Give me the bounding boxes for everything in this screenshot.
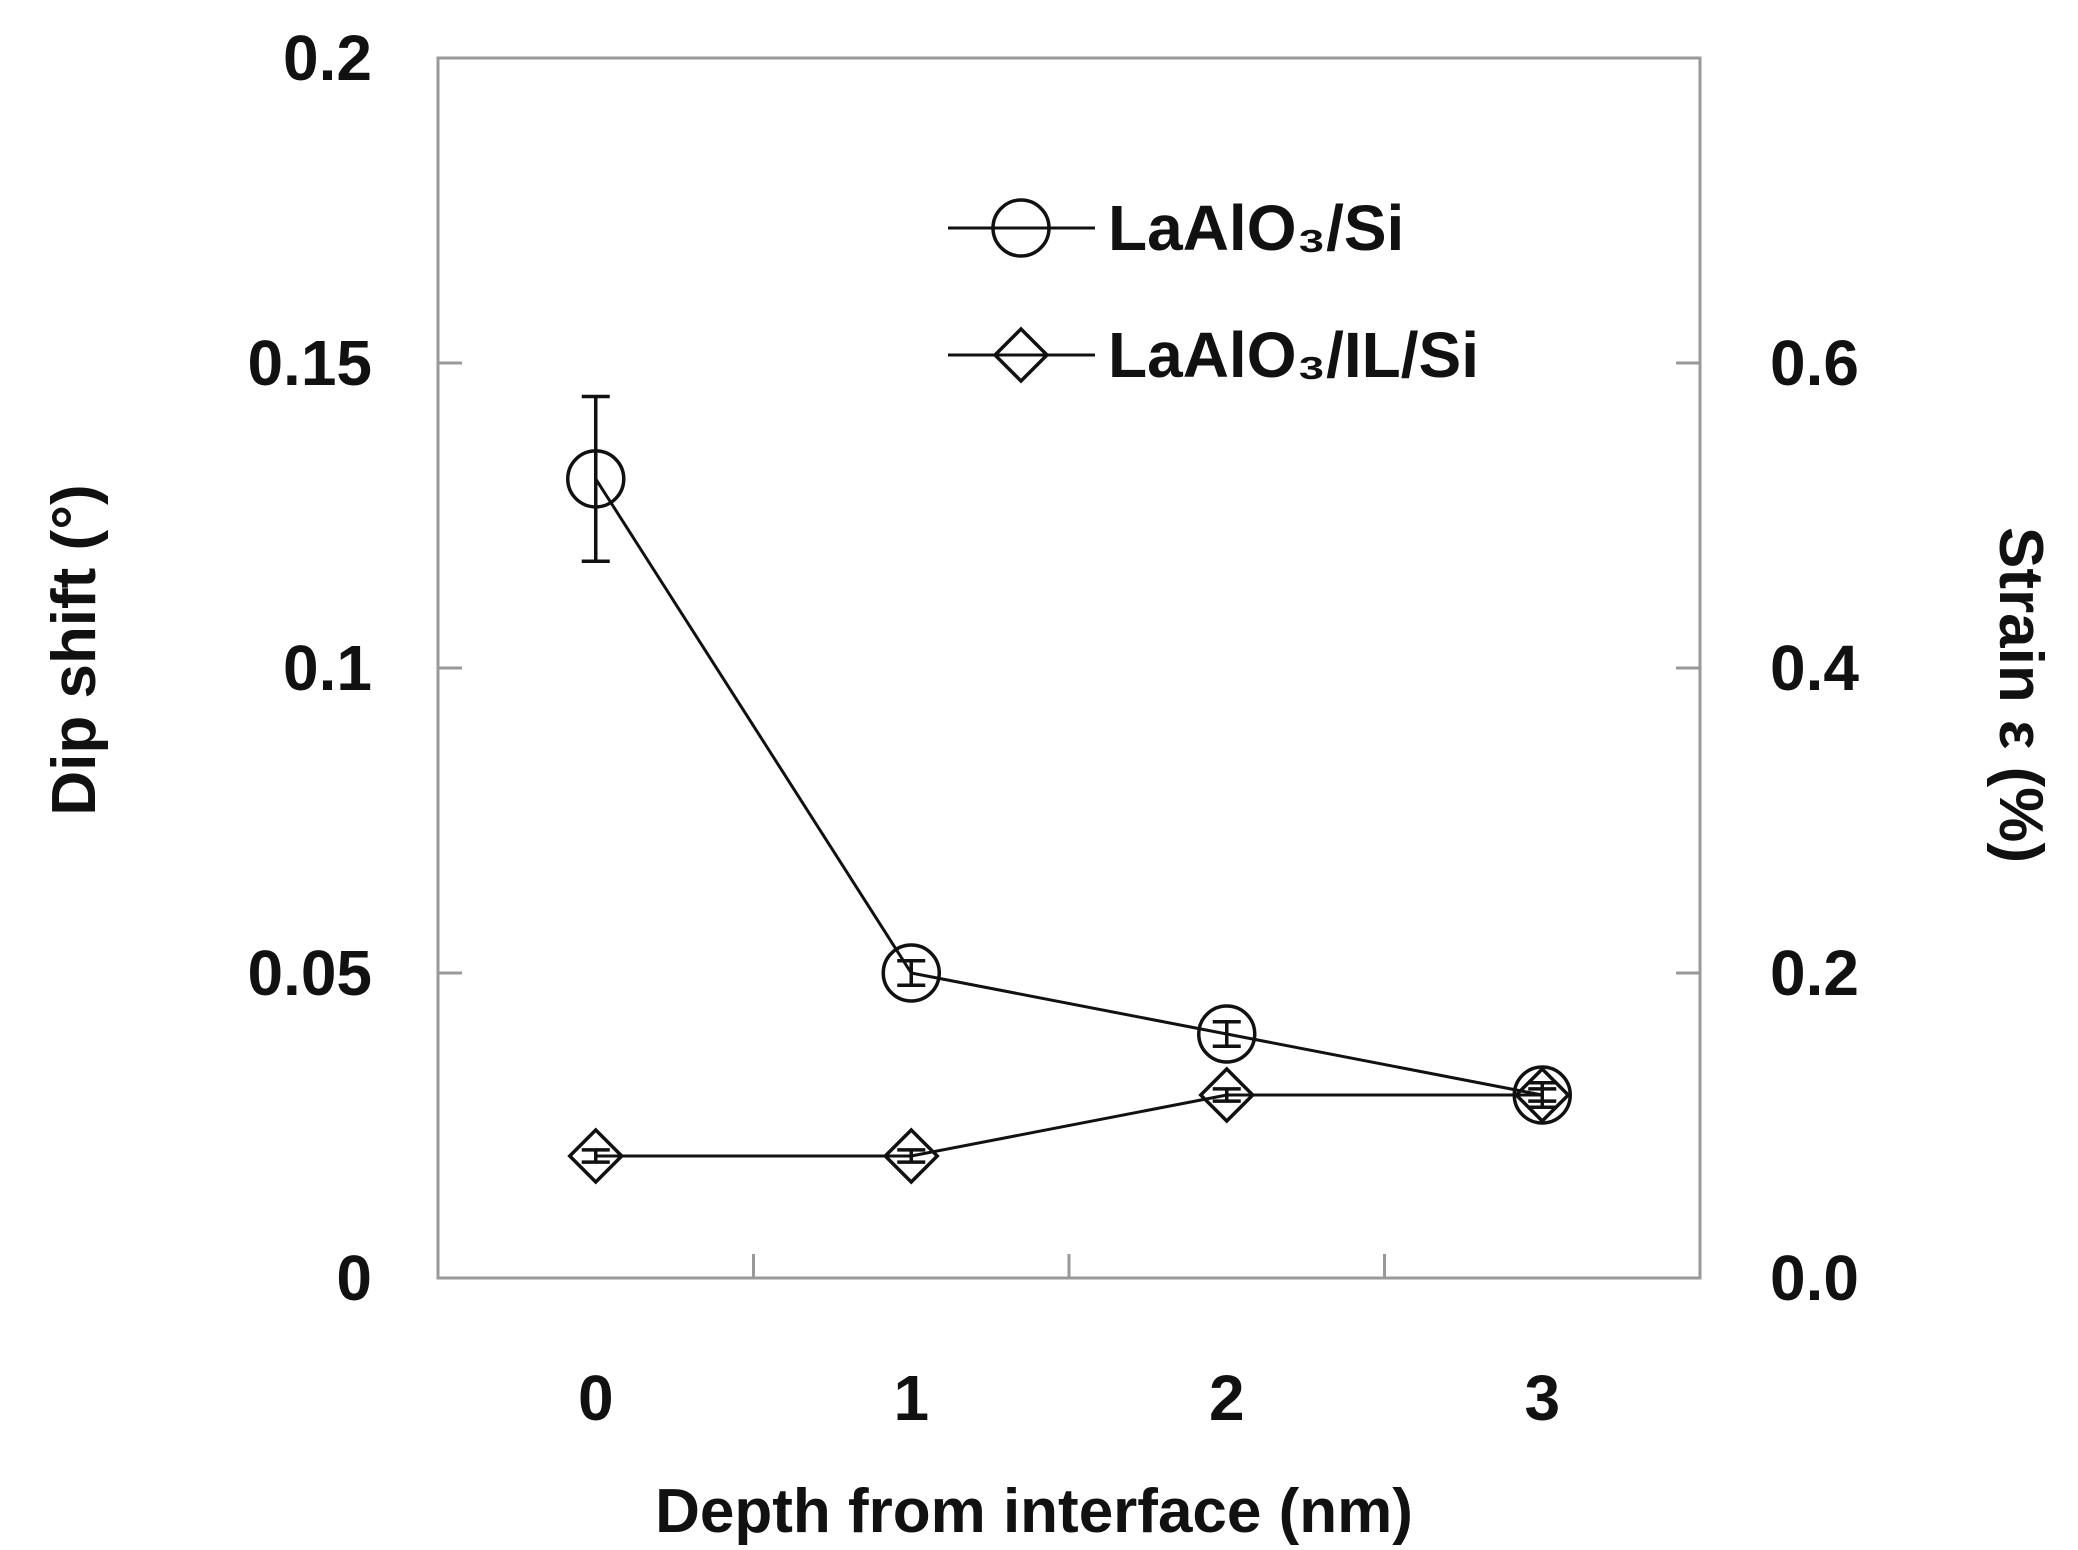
x-tick-label-0: 0: [578, 1362, 614, 1434]
legend-label-1: LaAlO₃/IL/Si: [1108, 319, 1479, 391]
y-tick-label-4: 0.2: [283, 22, 372, 94]
y-axis-left: 0 0.05 0.1 0.15 0.2: [247, 22, 462, 1314]
y-tick-label-2: 0.1: [283, 632, 372, 704]
y2-tick-label-0: 0.0: [1770, 1242, 1859, 1314]
series-1-point-2: [1198, 1066, 1256, 1124]
series-layer: [566, 394, 1572, 1185]
y-tick-label-0: 0: [336, 1242, 372, 1314]
x-axis: 0 1 2 3: [578, 1254, 1560, 1434]
legend-item-1: LaAlO₃/IL/Si: [948, 319, 1479, 391]
x-tick-label-1: 1: [893, 1362, 929, 1434]
x-tick-label-3: 3: [1524, 1362, 1560, 1434]
series-0-point-2: [1197, 1004, 1257, 1064]
x-axis-title: Depth from interface (nm): [655, 1477, 1413, 1545]
y2-tick-label-1: 0.2: [1770, 937, 1859, 1009]
series-0: [566, 394, 1572, 1125]
y2-tick-label-3: 0.6: [1770, 327, 1859, 399]
y-axis-left-title: Dip shift (°): [40, 484, 109, 815]
series-0-point-1: [881, 943, 941, 1003]
series-1-line: [595, 1093, 1543, 1158]
series-1: [567, 1066, 1571, 1185]
y-tick-label-3: 0.15: [247, 327, 372, 399]
series-0-point-0: [566, 449, 626, 509]
series-1-point-3: [1513, 1066, 1571, 1124]
legend-item-0: LaAlO₃/Si: [948, 192, 1404, 264]
y-axis-right: 0.0 0.2 0.4 0.6: [1676, 327, 1859, 1314]
legend-marker-0: [991, 198, 1051, 258]
y-tick-label-1: 0.05: [247, 937, 372, 1009]
legend-marker-1: [992, 326, 1050, 384]
y2-tick-label-2: 0.4: [1770, 632, 1859, 704]
y-axis-right-title: Strain ε (%): [1986, 527, 2055, 863]
legend-label-0: LaAlO₃/Si: [1108, 192, 1404, 264]
series-1-point-0: [567, 1127, 625, 1185]
x-tick-label-2: 2: [1209, 1362, 1245, 1434]
series-1-point-1: [882, 1127, 940, 1185]
legend: LaAlO₃/Si LaAlO₃/IL/Si: [948, 192, 1479, 391]
series-0-line: [594, 478, 1543, 1097]
